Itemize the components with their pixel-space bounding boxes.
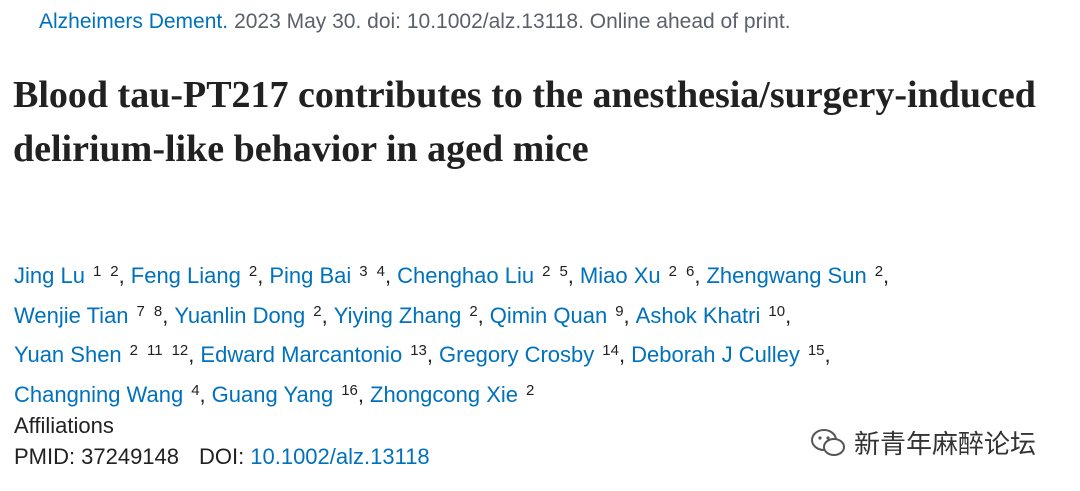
author-list: Jing Lu12Feng Liang2Ping Bai34Chenghao L…	[14, 254, 889, 412]
affiliation-number[interactable]: 12	[171, 342, 189, 359]
author-name[interactable]: Feng Liang	[130, 263, 241, 288]
affiliation-number[interactable]: 14	[602, 342, 619, 359]
author: Yuan Shen 2 11 12	[14, 342, 200, 367]
affiliation-number[interactable]: 2	[469, 302, 478, 320]
author: Qimin Quan 9	[490, 303, 636, 328]
author: Ashok Khatri 10	[636, 303, 792, 328]
affiliation-number[interactable]: 5	[559, 263, 568, 280]
article-title: Blood tau-PT217 contributes to the anest…	[13, 74, 1036, 170]
journal-link[interactable]: Alzheimers Dement.	[39, 10, 229, 33]
affiliation-number[interactable]: 2	[248, 263, 258, 280]
affiliation-number[interactable]: 11	[147, 342, 163, 359]
affiliation-number[interactable]: 2	[874, 263, 884, 280]
author-name[interactable]: Yuan Shen	[14, 342, 122, 367]
author-name[interactable]: Edward Marcantonio	[200, 342, 403, 367]
author: Zhengwang Sun 2	[706, 263, 889, 288]
affiliation-number[interactable]: 6	[685, 263, 695, 280]
affiliation-number[interactable]: 16	[341, 381, 358, 399]
affiliation-number[interactable]: 1	[92, 263, 102, 280]
author: Yiying Zhang 2	[334, 303, 490, 328]
author: Changning Wang 4	[14, 382, 212, 407]
author: Wenjie Tian 7 8	[14, 303, 174, 328]
citation: Alzheimers Dement. 2023 May 30. doi: 10.1…	[39, 10, 791, 34]
watermark-text: 新青年麻醉论坛	[854, 429, 1037, 459]
author-name[interactable]: Ping Bai	[269, 263, 352, 288]
affiliation-number[interactable]: 7	[136, 302, 145, 320]
author: Deborah J Culley 15	[631, 342, 831, 367]
affiliation-number[interactable]: 4	[191, 381, 200, 399]
author-line: Jing Lu12Feng Liang2Ping Bai34Chenghao L…	[14, 254, 889, 294]
author-name[interactable]: Yuanlin Dong	[174, 302, 306, 328]
affiliation-number[interactable]: 8	[153, 302, 163, 320]
affiliation-number[interactable]: 2	[668, 263, 677, 280]
affiliations-toggle[interactable]: Affiliations	[14, 413, 114, 438]
author: Guang Yang 16	[212, 382, 370, 407]
author-name[interactable]: Jing Lu	[14, 263, 85, 288]
identifiers: PMID: 37249148 DOI: 10.1002/alz.13118	[14, 444, 430, 470]
author-name[interactable]: Gregory Crosby	[439, 342, 595, 367]
author: Yuanlin Dong 2	[174, 303, 333, 328]
author-name[interactable]: Yiying Zhang	[333, 302, 462, 328]
author-name[interactable]: Zhengwang Sun	[706, 263, 867, 288]
pmid-label: PMID:	[14, 444, 76, 469]
affiliation-number[interactable]: 9	[615, 302, 624, 320]
wechat-icon	[811, 428, 845, 456]
author: Ping Bai 3 4	[269, 263, 397, 288]
author: Gregory Crosby 14	[439, 342, 631, 367]
affiliation-number[interactable]: 15	[807, 342, 825, 359]
author-line: Changning Wang 4 Guang Yang 16 Zhongcong Xie…	[14, 373, 889, 413]
author: Jing Lu 1 2	[14, 263, 131, 288]
affiliation-number[interactable]: 10	[768, 302, 786, 320]
doi-label: DOI:	[199, 444, 245, 469]
affiliation-number[interactable]: 2	[129, 342, 139, 359]
author: Chenghao Liu 2 5	[397, 263, 580, 288]
affiliation-number[interactable]: 13	[410, 342, 427, 359]
author-line: Wenjie Tian78Yuanlin Dong2Yiying Zhang2Q…	[14, 294, 889, 334]
watermark: 新青年麻醉论坛	[810, 424, 1036, 461]
author-name[interactable]: Ashok Khatri	[635, 302, 761, 328]
author: Edward Marcantonio 13	[200, 342, 439, 367]
author-name[interactable]: Miao Xu	[579, 263, 661, 288]
author: Zhongcong Xie 2	[370, 382, 534, 407]
author-name[interactable]: Wenjie Tian	[14, 302, 129, 328]
affiliation-number[interactable]: 4	[376, 263, 385, 280]
pmid: 37249148	[81, 444, 180, 469]
doi-link[interactable]: 10.1002/alz.13118	[250, 444, 430, 469]
affiliation-number[interactable]: 2	[313, 302, 322, 320]
author: Miao Xu 2 6	[580, 263, 707, 288]
author-name[interactable]: Qimin Quan	[489, 302, 608, 328]
author-line: Yuan Shen 2 11 12 Edward Marcantonio 13 Gregor…	[14, 333, 889, 373]
affiliation-number[interactable]: 2	[542, 263, 551, 280]
affiliation-number[interactable]: 2	[110, 263, 119, 280]
author-name[interactable]: Zhongcong Xie	[370, 381, 518, 407]
author-name[interactable]: Chenghao Liu	[397, 263, 535, 288]
affiliation-number[interactable]: 2	[526, 381, 535, 399]
author: Feng Liang 2	[131, 263, 270, 288]
affiliation-number[interactable]: 3	[359, 263, 368, 280]
author-name[interactable]: Changning Wang	[14, 381, 184, 407]
author-name[interactable]: Deborah J Culley	[631, 342, 800, 367]
author-name[interactable]: Guang Yang	[211, 381, 334, 407]
citation-details: 2023 May 30. doi: 10.1002/alz.13118. Onl…	[234, 10, 791, 33]
